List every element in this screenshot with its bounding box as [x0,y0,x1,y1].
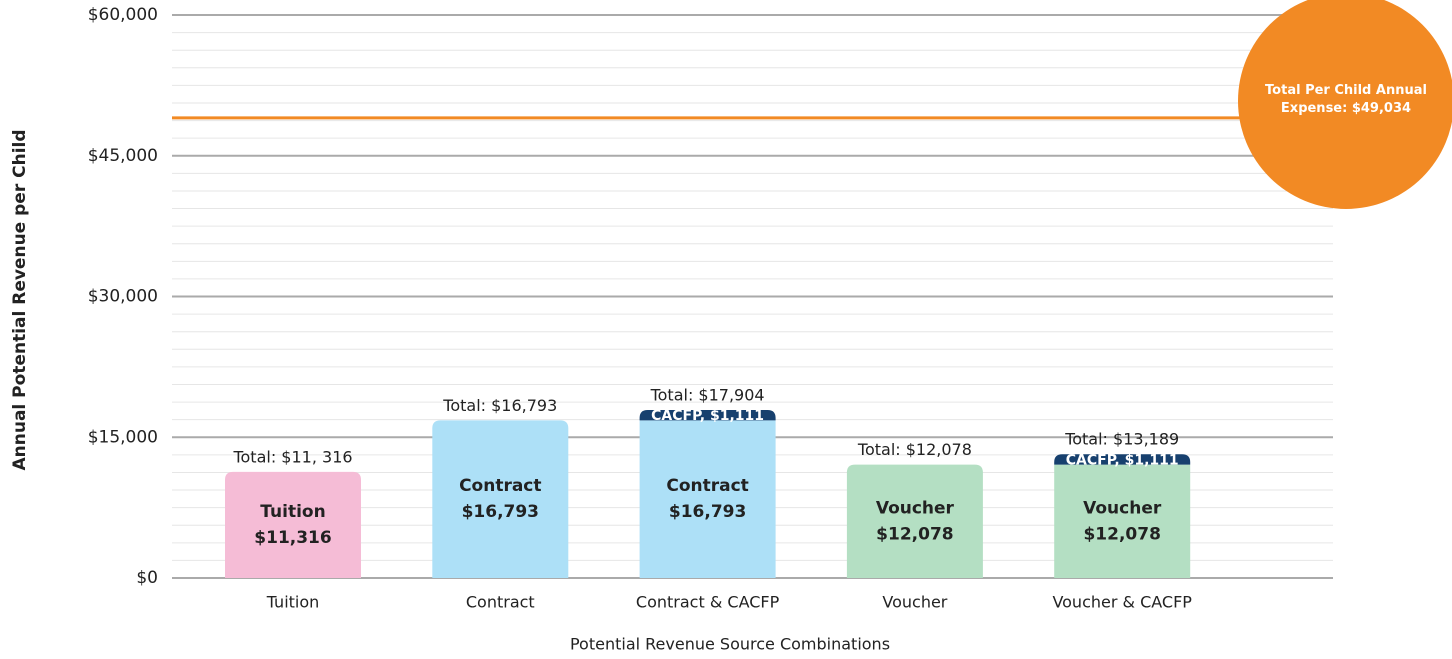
bar-value-label: $16,793 [669,502,746,522]
bar-name-label: Voucher [1083,498,1162,518]
y-tick-label: $30,000 [88,287,158,307]
bar-value-label: $16,793 [462,502,539,522]
x-tick-label: Voucher [882,593,947,612]
y-tick-label: $60,000 [88,5,158,25]
bar-segment [1054,464,1191,578]
x-axis-label: Potential Revenue Source Combinations [570,635,890,654]
reference-badge [1238,0,1452,209]
bar-segment [225,471,361,578]
total-label: Total: $17,904 [650,386,765,405]
bar-value-label: CACFP, $1,111 [1066,452,1179,468]
x-tick-label: Voucher & CACFP [1052,593,1192,612]
bar-segment [1054,454,1191,465]
bar-name-label: Contract [459,476,541,496]
bar-name-label: Tuition [260,502,325,522]
bar-value-label: $12,078 [876,524,953,544]
bar-value-label: CACFP, $1,111 [651,408,764,424]
bar-value-label: $11,316 [254,528,331,548]
bar-segment [639,420,776,578]
x-tick-label: Contract [466,593,535,612]
x-tick-label: Tuition [266,593,320,612]
bar-segment [432,420,569,578]
bar-segment [846,464,983,578]
y-tick-label: $0 [136,568,158,588]
bar-segment [639,410,776,421]
y-axis-label: Annual Potential Revenue per Child [10,129,30,470]
total-label: Total: $11, 316 [232,447,352,466]
reference-label: Total Per Child Annual Expense: $49,034 [1265,83,1427,116]
total-label: Total: $16,793 [442,396,557,415]
y-tick-label: $45,000 [88,146,158,166]
bar-name-label: Contract [666,476,748,496]
bar-name-label: Voucher [876,498,955,518]
total-label: Total: $12,078 [857,440,972,459]
x-tick-label: Contract & CACFP [636,593,780,612]
bar-value-label: $12,078 [1083,524,1160,544]
y-tick-label: $15,000 [88,427,158,447]
total-label: Total: $13,189 [1064,430,1179,449]
